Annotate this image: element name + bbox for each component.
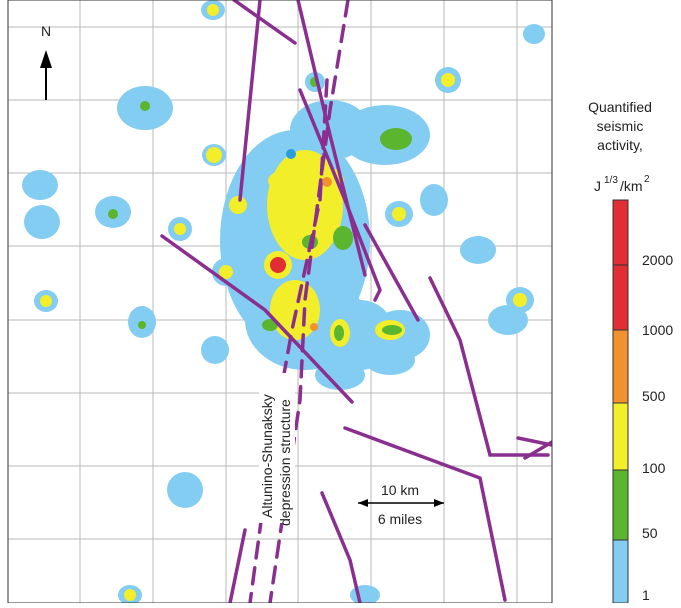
legend-unit-exp: 1/3 [604, 175, 618, 186]
legend-label: 50 [642, 525, 658, 541]
legend-title: seismic [597, 118, 644, 134]
scale-km: 10 km [381, 482, 419, 498]
legend-label: 2000 [642, 252, 673, 268]
structure-label: Altunino-Shunaksky depression structure [259, 373, 295, 526]
legend-label: 1 [642, 587, 650, 603]
structure-line: Altunino-Shunaksky [259, 394, 275, 518]
legend-label: 100 [642, 460, 666, 476]
structure-line: depression structure [277, 399, 293, 526]
legend-unit-exp: 2 [644, 174, 650, 185]
scale-bar: 10 km 6 miles [358, 482, 444, 527]
legend: Quantified seismic activity, J 1/3 /km 2… [588, 99, 673, 604]
seismic-zones [22, 0, 545, 603]
legend-unit: J [594, 178, 601, 194]
north-arrowhead [40, 50, 52, 68]
legend-label: 500 [642, 388, 666, 404]
north-label: N [41, 23, 51, 39]
legend-title: activity, [597, 137, 643, 153]
legend-label: 1000 [642, 322, 673, 338]
legend-unit: /km [620, 178, 643, 194]
legend-title: Quantified [588, 99, 652, 115]
scale-miles: 6 miles [378, 511, 422, 527]
